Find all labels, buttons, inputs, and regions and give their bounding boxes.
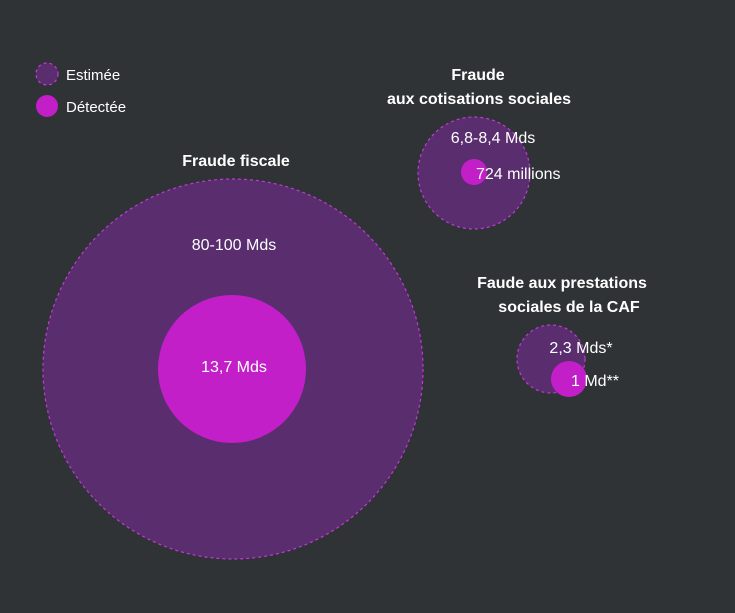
legend: Estimée Détectée bbox=[35, 62, 126, 117]
legend-estimated-swatch bbox=[35, 62, 59, 86]
group-title-fraude-caf-line1: Faude aux prestations bbox=[477, 275, 647, 292]
detected-label-fraude-fiscale: 13,7 Mds bbox=[201, 359, 267, 376]
legend-estimated-label: Estimée bbox=[66, 67, 120, 84]
group-title-fraude-caf-line2: sociales de la CAF bbox=[498, 299, 640, 316]
detected-label-fraude-caf: 1 Md** bbox=[571, 373, 619, 390]
group-title-fraude-cotisations-line2: aux cotisations sociales bbox=[387, 91, 571, 108]
legend-detected-label: Détectée bbox=[66, 99, 126, 116]
legend-detected-swatch bbox=[36, 95, 58, 117]
detected-bubble-fraude-fiscale bbox=[158, 295, 306, 443]
group-title-fraude-cotisations-line1: Fraude bbox=[451, 67, 504, 84]
detected-bubble-fraude-cotisations bbox=[461, 159, 487, 185]
estimated-label-fraude-caf: 2,3 Mds* bbox=[549, 340, 612, 357]
group-fraude-prestations-caf: Faude aux prestations sociales de la CAF… bbox=[477, 275, 647, 397]
estimated-label-fraude-fiscale: 80-100 Mds bbox=[192, 237, 277, 254]
group-title-fraude-fiscale: Fraude fiscale bbox=[182, 153, 290, 170]
group-fraude-cotisations: Fraude aux cotisations sociales 6,8-8,4 … bbox=[387, 67, 571, 230]
detected-bubble-fraude-caf bbox=[551, 361, 587, 397]
group-fraude-fiscale: Fraude fiscale 80-100 Mds 13,7 Mds bbox=[42, 153, 424, 560]
detected-label-fraude-cotisations: 724 millions bbox=[476, 166, 560, 183]
estimated-label-fraude-cotisations: 6,8-8,4 Mds bbox=[451, 130, 535, 147]
